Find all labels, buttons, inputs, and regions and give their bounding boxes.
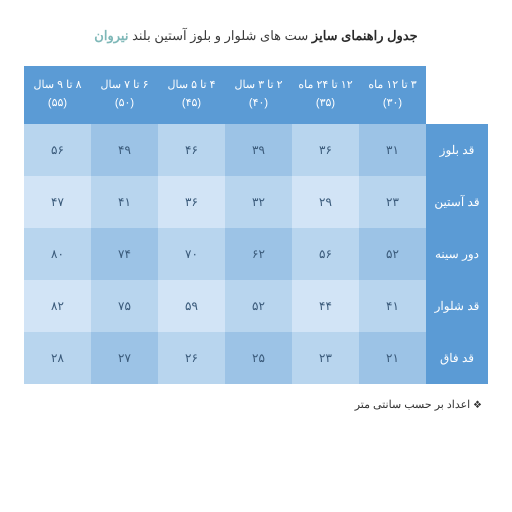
size-cell: ۲۶	[158, 332, 225, 384]
size-cell: ۵۲	[359, 228, 426, 280]
table-header-row: ۳ تا ۱۲ ماه (۳۰) ۱۲ تا ۲۴ ماه (۳۵) ۲ تا …	[24, 66, 488, 124]
size-cell: ۲۳	[359, 176, 426, 228]
size-cell: ۷۴	[91, 228, 158, 280]
size-cell: ۷۰	[158, 228, 225, 280]
col-header: ۸ تا ۹ سال (۵۵)	[24, 66, 91, 124]
size-cell: ۴۴	[292, 280, 359, 332]
size-table: ۳ تا ۱۲ ماه (۳۰) ۱۲ تا ۲۴ ماه (۳۵) ۲ تا …	[24, 66, 488, 384]
size-chart-container: جدول راهنمای سایز ست های شلوار و بلوز آس…	[0, 0, 512, 421]
size-cell: ۴۱	[91, 176, 158, 228]
corner-cell	[426, 66, 488, 124]
table-row: قد شلوار۴۱۴۴۵۲۵۹۷۵۸۲	[24, 280, 488, 332]
size-cell: ۲۹	[292, 176, 359, 228]
table-row: قد فاق۲۱۲۳۲۵۲۶۲۷۲۸	[24, 332, 488, 384]
title-prefix: جدول راهنمای سایز	[312, 28, 418, 43]
size-cell: ۲۸	[24, 332, 91, 384]
size-cell: ۵۲	[225, 280, 292, 332]
footnote: اعداد بر حسب سانتی متر	[24, 398, 488, 411]
row-header: قد فاق	[426, 332, 488, 384]
table-row: دور سینه۵۲۵۶۶۲۷۰۷۴۸۰	[24, 228, 488, 280]
size-cell: ۲۵	[225, 332, 292, 384]
size-cell: ۳۲	[225, 176, 292, 228]
col-header: ۳ تا ۱۲ ماه (۳۰)	[359, 66, 426, 124]
size-cell: ۲۱	[359, 332, 426, 384]
size-cell: ۵۹	[158, 280, 225, 332]
col-header: ۴ تا ۵ سال (۴۵)	[158, 66, 225, 124]
size-cell: ۷۵	[91, 280, 158, 332]
size-cell: ۵۶	[292, 228, 359, 280]
row-header: قد بلوز	[426, 124, 488, 176]
size-cell: ۴۹	[91, 124, 158, 176]
size-cell: ۲۷	[91, 332, 158, 384]
size-cell: ۵۶	[24, 124, 91, 176]
table-row: قد آستین۲۳۲۹۳۲۳۶۴۱۴۷	[24, 176, 488, 228]
size-cell: ۳۱	[359, 124, 426, 176]
size-cell: ۴۶	[158, 124, 225, 176]
row-header: قد شلوار	[426, 280, 488, 332]
size-cell: ۲۳	[292, 332, 359, 384]
col-header: ۲ تا ۳ سال (۴۰)	[225, 66, 292, 124]
row-header: دور سینه	[426, 228, 488, 280]
title-brand: نیروان	[94, 28, 128, 43]
size-cell: ۴۷	[24, 176, 91, 228]
title-mid: ست های شلوار و بلوز آستین بلند	[128, 28, 311, 43]
size-cell: ۳۶	[158, 176, 225, 228]
size-cell: ۴۱	[359, 280, 426, 332]
size-cell: ۸۰	[24, 228, 91, 280]
table-row: قد بلوز۳۱۳۶۳۹۴۶۴۹۵۶	[24, 124, 488, 176]
row-header: قد آستین	[426, 176, 488, 228]
size-cell: ۶۲	[225, 228, 292, 280]
size-cell: ۳۶	[292, 124, 359, 176]
col-header: ۶ تا ۷ سال (۵۰)	[91, 66, 158, 124]
size-cell: ۳۹	[225, 124, 292, 176]
chart-title: جدول راهنمای سایز ست های شلوار و بلوز آس…	[24, 28, 488, 44]
size-cell: ۸۲	[24, 280, 91, 332]
col-header: ۱۲ تا ۲۴ ماه (۳۵)	[292, 66, 359, 124]
